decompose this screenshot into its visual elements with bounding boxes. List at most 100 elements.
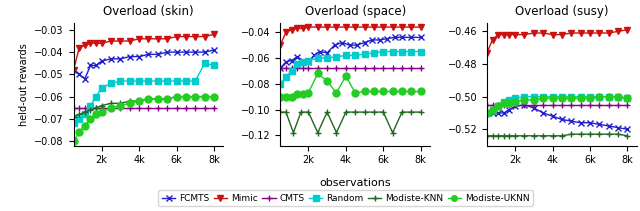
ModKNN	[108, 102, 115, 105]
Line: ModUKNN: ModUKNN	[484, 93, 631, 116]
Line: FCMTS: FCMTS	[71, 47, 217, 82]
Mimic	[145, 38, 152, 40]
Mimic	[506, 33, 513, 36]
Random	[70, 122, 77, 125]
Mimic	[191, 35, 199, 38]
ModUKNN	[370, 90, 378, 93]
Random	[314, 57, 321, 59]
Y-axis label: held-out rewards: held-out rewards	[19, 43, 29, 126]
ModKNN	[351, 111, 359, 113]
CMTS	[173, 107, 180, 109]
FCMTS	[548, 115, 556, 118]
Mimic	[282, 31, 290, 34]
ModUKNN	[92, 113, 100, 116]
ModUKNN	[86, 118, 94, 120]
CMTS	[81, 107, 89, 109]
Mimic	[511, 33, 519, 36]
Random	[201, 62, 209, 65]
Random	[126, 80, 134, 82]
ModKNN	[276, 111, 284, 113]
CMTS	[370, 67, 378, 70]
ModUKNN	[417, 90, 424, 93]
Mimic	[351, 26, 359, 28]
FCMTS	[154, 53, 162, 56]
ModKNN	[577, 133, 584, 135]
FCMTS	[530, 107, 538, 109]
ModUKNN	[333, 92, 340, 94]
FCMTS	[323, 51, 331, 54]
ModKNN	[540, 135, 547, 137]
Title: Overload (susy): Overload (susy)	[515, 5, 609, 18]
ModUKNN	[483, 112, 491, 114]
ModUKNN	[623, 97, 631, 100]
Random	[333, 55, 340, 58]
Random	[173, 80, 180, 82]
ModUKNN	[81, 124, 89, 127]
CMTS	[483, 104, 491, 106]
ModUKNN	[299, 93, 307, 95]
ModKNN	[70, 115, 77, 118]
ModKNN	[520, 135, 528, 137]
Mimic	[361, 26, 369, 28]
ModKNN	[135, 100, 143, 102]
ModUKNN	[116, 104, 124, 107]
FCMTS	[182, 51, 190, 53]
ModKNN	[586, 133, 594, 135]
ModUKNN	[70, 140, 77, 142]
Mimic	[182, 35, 190, 38]
CMTS	[126, 107, 134, 109]
Mimic	[520, 33, 528, 36]
ModUKNN	[380, 90, 387, 93]
Random	[163, 80, 171, 82]
Random	[506, 99, 513, 101]
CMTS	[282, 67, 290, 70]
CMTS	[558, 104, 566, 106]
Mimic	[380, 26, 387, 28]
ModKNN	[98, 104, 106, 107]
ModKNN	[201, 95, 209, 98]
Mimic	[389, 26, 397, 28]
FCMTS	[331, 44, 339, 46]
Mimic	[70, 69, 77, 71]
ModKNN	[76, 113, 83, 116]
Random	[98, 87, 106, 89]
Mimic	[108, 40, 115, 42]
Mimic	[314, 26, 321, 28]
Mimic	[323, 26, 331, 28]
Line: Random: Random	[484, 93, 631, 116]
CMTS	[351, 67, 359, 70]
Mimic	[76, 46, 83, 49]
FCMTS	[70, 69, 77, 71]
ModKNN	[297, 111, 305, 113]
FCMTS	[605, 125, 612, 127]
CMTS	[361, 67, 369, 70]
FCMTS	[558, 118, 566, 121]
Mimic	[483, 51, 491, 54]
ModUKNN	[108, 107, 115, 109]
CMTS	[577, 104, 584, 106]
ModUKNN	[182, 95, 190, 98]
Legend: FCMTS, Mimic, CMTS, Random, Modiste-KNN, Modiste-UKNN: FCMTS, Mimic, CMTS, Random, Modiste-KNN,…	[158, 190, 533, 207]
ModKNN	[92, 107, 100, 109]
ModKNN	[305, 111, 312, 113]
ModUKNN	[511, 100, 519, 103]
Mimic	[370, 26, 378, 28]
Random	[380, 50, 387, 53]
Text: observations: observations	[319, 178, 391, 188]
ModKNN	[333, 131, 340, 134]
Random	[417, 50, 424, 53]
ModKNN	[623, 135, 631, 137]
ModUKNN	[76, 131, 83, 134]
Random	[558, 95, 566, 98]
CMTS	[380, 67, 387, 70]
ModKNN	[173, 95, 180, 98]
Mimic	[342, 26, 349, 28]
Mimic	[489, 38, 497, 41]
ModKNN	[116, 102, 124, 105]
ModUKNN	[305, 92, 312, 94]
FCMTS	[145, 53, 152, 56]
CMTS	[623, 104, 631, 106]
CMTS	[586, 104, 594, 106]
ModKNN	[595, 133, 603, 135]
Mimic	[98, 42, 106, 45]
